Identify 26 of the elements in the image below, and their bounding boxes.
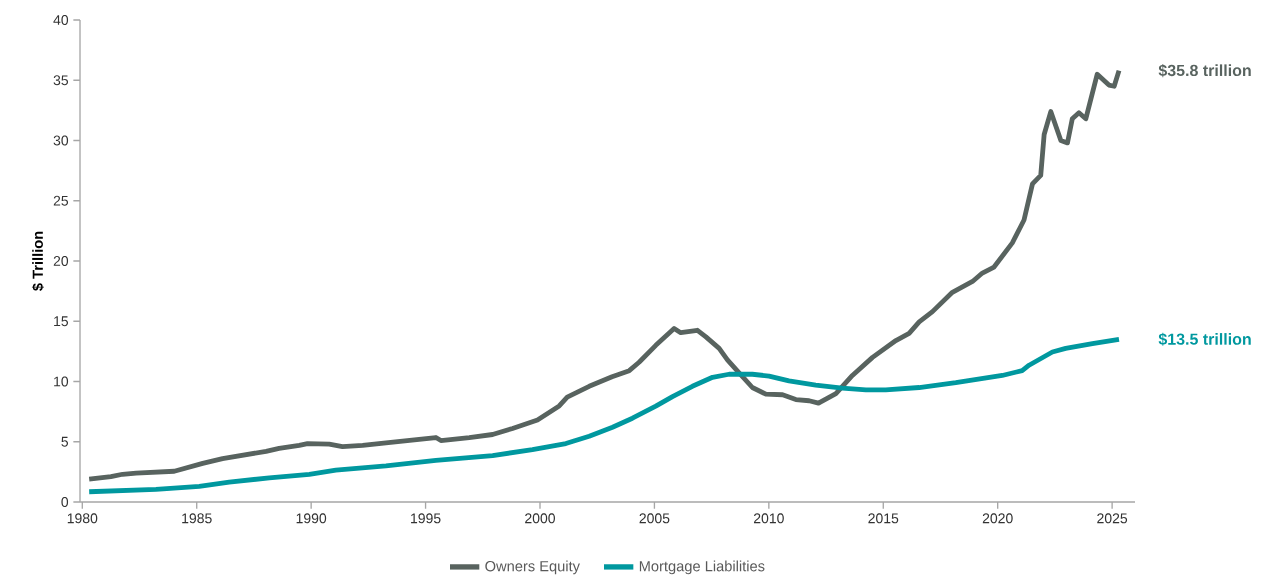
y-axis-title: $ Trillion bbox=[31, 231, 44, 291]
x-tick-label: 1980 bbox=[67, 513, 98, 524]
x-tick-label: 1985 bbox=[182, 513, 212, 524]
line-series bbox=[86, 68, 1122, 482]
line-series bbox=[86, 336, 1122, 495]
legend-label: Mortgage Liabilities bbox=[639, 560, 765, 575]
y-tick-label: 35 bbox=[53, 75, 69, 86]
x-tick-label: 2020 bbox=[982, 513, 1013, 524]
y-tick-label: 20 bbox=[53, 256, 69, 266]
y-tick-label: 25 bbox=[53, 195, 69, 206]
y-tick-label: 0 bbox=[61, 497, 69, 507]
x-tick-label: 2010 bbox=[753, 513, 784, 524]
y-tick-label: 40 bbox=[53, 15, 69, 25]
y-tick-label: 30 bbox=[53, 135, 69, 146]
x-tick-label: 1990 bbox=[296, 513, 327, 524]
y-tick-label: 10 bbox=[54, 376, 69, 387]
x-tick-label: 2015 bbox=[868, 513, 899, 524]
x-tick-label: 2025 bbox=[1097, 513, 1128, 524]
y-tick-label: 15 bbox=[54, 316, 69, 327]
legend-label: Owners Equity bbox=[485, 560, 580, 575]
x-tick-label: 2005 bbox=[639, 513, 670, 524]
annotation: $13.5 trillion bbox=[1158, 332, 1251, 346]
annotation: $35.8 trillion bbox=[1158, 64, 1251, 78]
y-tick-label: 5 bbox=[61, 436, 69, 447]
x-tick-label: 1995 bbox=[411, 513, 441, 524]
x-tick-label: 2000 bbox=[525, 513, 556, 524]
